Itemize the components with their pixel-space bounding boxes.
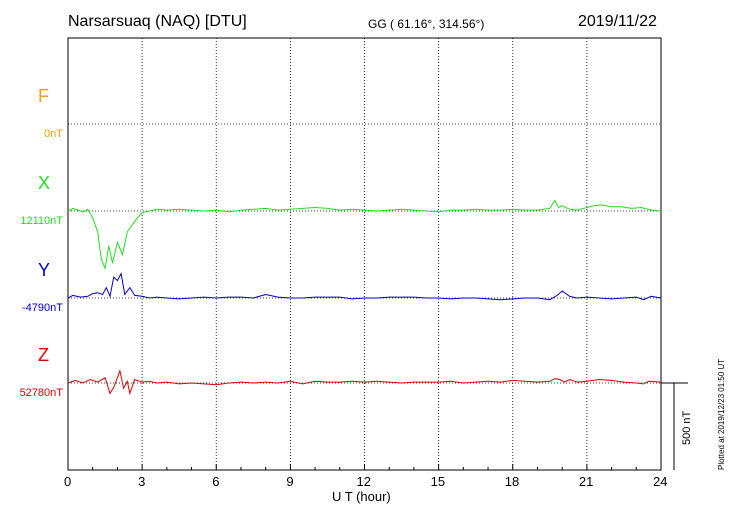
x-axis-ticks	[67, 464, 662, 470]
x-tick-label: 15	[430, 474, 446, 489]
x-tick-label: 24	[653, 474, 668, 489]
x-tick-label: 12	[356, 474, 371, 489]
x-tick-label: 0	[64, 474, 72, 489]
chart-grid	[68, 38, 661, 470]
channel-y-name: Y	[38, 260, 51, 280]
x-tick-label: 3	[138, 474, 146, 489]
scale-bar-label: 500 nT	[681, 410, 693, 445]
channel-z-name: Z	[38, 345, 49, 365]
channel-z-baseline: 52780nT	[19, 387, 63, 399]
series-y-line	[67, 272, 662, 301]
x-tick-label: 21	[578, 474, 594, 489]
channel-x-name: X	[38, 173, 51, 193]
series-z-line	[67, 368, 662, 396]
x-tick-label: 9	[286, 474, 294, 489]
x-tick-label: 18	[504, 474, 520, 489]
channel-f-name: F	[38, 86, 49, 106]
station-title: Narsarsuaq (NAQ) [DTU]	[68, 13, 247, 30]
x-tick-label: 6	[212, 474, 220, 489]
date-label: 2019/11/22	[578, 13, 657, 30]
plot-timestamp: Plotted at 2019/12/23 01:50 UT	[717, 358, 726, 470]
channel-f-baseline: 0nT	[44, 128, 63, 140]
channel-x-baseline: 12110nT	[20, 215, 63, 227]
data-series	[67, 199, 662, 396]
coordinates-label: GG ( 61.16°, 314.56°)	[368, 17, 485, 31]
x-axis-title: U T (hour)	[332, 489, 391, 504]
series-x-line	[67, 199, 662, 271]
channel-y-baseline: -4790nT	[22, 302, 63, 314]
scale-bar	[661, 382, 688, 470]
